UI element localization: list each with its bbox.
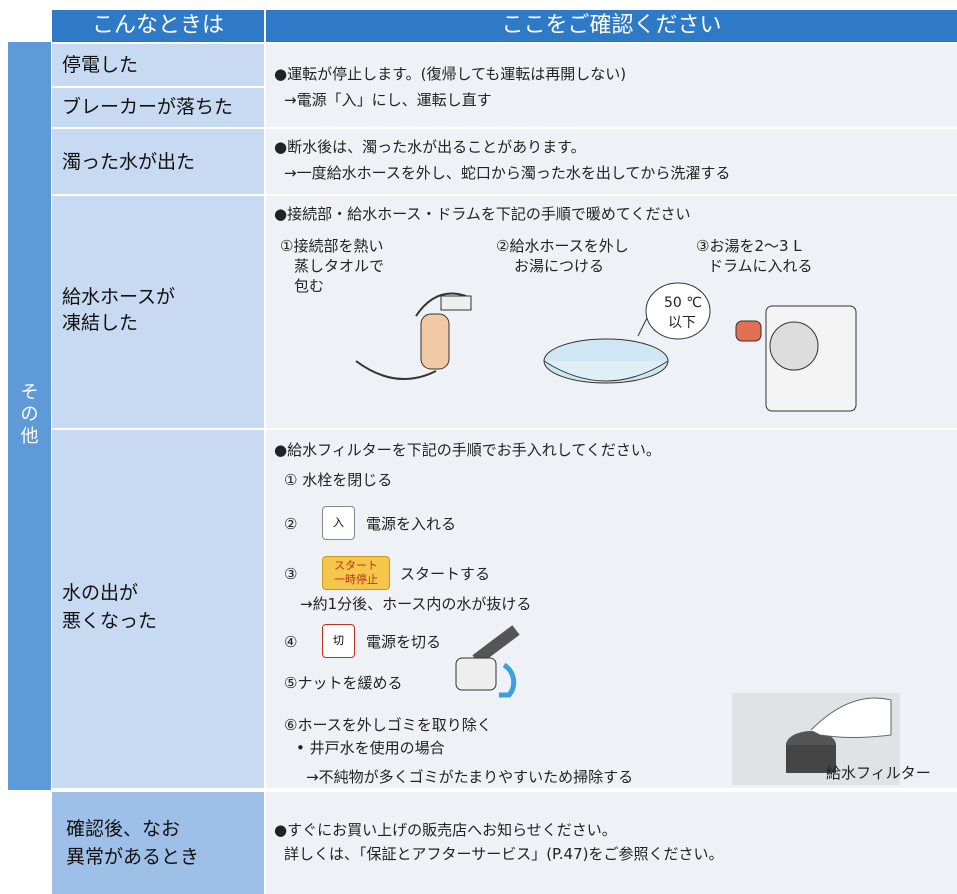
header-left: こんなときは xyxy=(52,10,264,42)
row-label: 水の出が xyxy=(62,582,139,604)
label-cell: 確認後、なお 異常があるとき xyxy=(52,792,264,894)
content-cell: ●すぐにお買い上げの販売店へお知らせください。 詳しくは、「保証とアフターサービ… xyxy=(266,792,957,894)
step-num: ② xyxy=(284,515,298,533)
bubble-text: 以下 xyxy=(668,315,696,331)
button-label: 入 xyxy=(333,516,344,529)
label-cell: ブレーカーが落ちた xyxy=(52,88,264,127)
step: ⑥ホースを外しゴミを取り除く xyxy=(284,716,492,734)
row-label: 異常があるとき xyxy=(66,846,200,868)
button-icon: スタート 一時停止 xyxy=(322,556,390,590)
step: ⑤ナットを緩める xyxy=(284,674,403,692)
caption: 給水フィルター xyxy=(826,764,931,782)
header-right: ここをご確認ください xyxy=(266,10,957,42)
content-cell: ●運転が停止します。(復帰しても運転は再開しない) →電源「入」にし、運転し直す xyxy=(266,44,957,127)
step: スタートする xyxy=(400,565,491,583)
label-cell: 給水ホースが 凍結した xyxy=(52,196,264,428)
illustrations xyxy=(455,625,900,785)
button-label: スタート xyxy=(334,559,378,572)
row-label: 確認後、なお xyxy=(66,818,181,840)
content-cell: ●接続部・給水ホース・ドラムを下記の手順で暖めてください ①接続部を熱い 蒸しタ… xyxy=(266,196,957,428)
button-label: 一時停止 xyxy=(334,573,378,586)
text-line: ●接続部・給水ホース・ドラムを下記の手順で暖めてください xyxy=(274,205,691,223)
step-num: ④ xyxy=(284,633,298,651)
step: お湯につける xyxy=(514,257,605,275)
row-label: 凍結した xyxy=(62,312,139,334)
text-line: ●給水フィルターを下記の手順でお手入れしてください。 xyxy=(274,441,661,459)
step: ① 水栓を閉じる xyxy=(284,471,393,489)
group-char: そ xyxy=(20,382,39,403)
text-line: ●すぐにお買い上げの販売店へお知らせください。 xyxy=(274,821,617,839)
button-icon: 切 xyxy=(322,624,355,658)
step: 蒸しタオルで xyxy=(294,257,385,275)
button-label: 切 xyxy=(333,634,344,647)
step: ③お湯を2〜3 L xyxy=(696,237,802,255)
row-label: ブレーカーが落ちた xyxy=(62,96,234,118)
label-cell: 濁った水が出た xyxy=(52,129,264,194)
text-line: ●断水後は、濁った水が出ることがあります。 xyxy=(274,138,586,156)
step: 包む xyxy=(294,277,325,295)
step: ①接続部を熱い xyxy=(280,237,384,255)
step: ドラムに入れる xyxy=(708,257,813,275)
group-strip: そ の 他 xyxy=(8,42,51,790)
step: 電源を入れる xyxy=(366,515,457,533)
label-cell: 停電した xyxy=(52,44,264,86)
step: 電源を切る xyxy=(366,633,442,651)
group-char: の xyxy=(20,404,39,425)
row-label: 悪くなった xyxy=(62,610,158,632)
step-num: ③ xyxy=(284,565,298,583)
step-bullet: • 井戸水を使用の場合 xyxy=(296,739,445,757)
step-note: →約1分後、ホース内の水が抜ける xyxy=(300,595,532,613)
row-label: 濁った水が出た xyxy=(62,151,196,173)
illustrations xyxy=(355,282,857,412)
text-line: →電源「入」にし、運転し直す xyxy=(284,91,492,109)
text-line: 詳しくは、「保証とアフターサービス」(P.47)をご参照ください。 xyxy=(284,845,724,863)
content-cell: ●給水フィルターを下記の手順でお手入れしてください。 ① 水栓を閉じる ② 入 … xyxy=(266,430,957,788)
text-line: ●運転が停止します。(復帰しても運転は再開しない) xyxy=(274,65,627,83)
row-label: 停電した xyxy=(62,54,139,76)
row-label: 給水ホースが xyxy=(62,286,176,308)
step-note: →不純物が多くゴミがたまりやすいため掃除する xyxy=(306,768,634,786)
label-cell: 水の出が 悪くなった xyxy=(52,430,264,788)
step: ②給水ホースを外し xyxy=(496,237,629,255)
group-char: 他 xyxy=(20,426,39,447)
text-line: →一度給水ホースを外し、蛇口から濁った水を出してから洗濯する xyxy=(284,164,731,182)
button-icon: 入 xyxy=(322,506,355,540)
bubble-text: 50 ℃ xyxy=(664,295,702,311)
content-cell: ●断水後は、濁った水が出ることがあります。 →一度給水ホースを外し、蛇口から濁っ… xyxy=(266,129,957,194)
